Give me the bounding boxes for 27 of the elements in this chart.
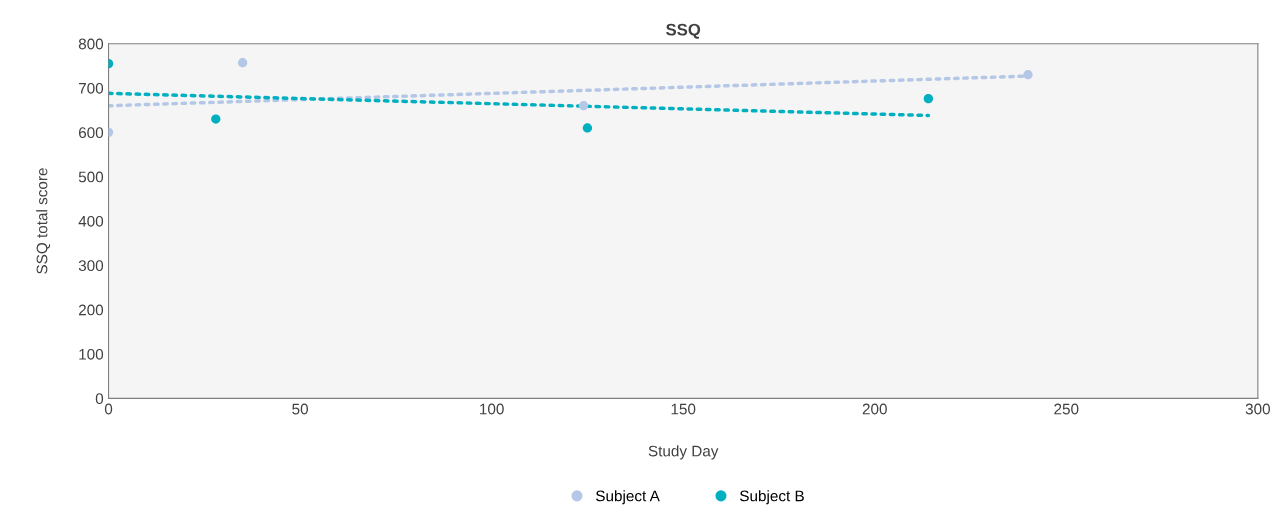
point (211, 114, 221, 124)
y-axis-title: SSQ total score (36, 168, 51, 274)
x-tick-label: 0 (104, 403, 113, 415)
y-tick-label: 200 (78, 304, 104, 316)
point (237, 58, 248, 68)
y-tick-label: 700 (78, 82, 104, 94)
point (582, 123, 593, 133)
x-axis-title: Study Day (648, 445, 719, 460)
chart-title: SSQ (666, 23, 701, 39)
y-tick-label: 100 (79, 348, 104, 360)
y-tick-label: 500 (78, 171, 104, 183)
y-tick-label: 0 (95, 393, 104, 405)
x-tick-label: 250 (1054, 403, 1079, 415)
x-tick-label: 150 (671, 403, 696, 415)
y-tick-label: 300 (78, 260, 104, 272)
x-tick-label: 100 (480, 403, 504, 415)
legend-label: Subject A (596, 490, 660, 505)
legend-label: Subject B (740, 490, 804, 505)
y-tick-label: 400 (78, 215, 104, 227)
y-tick-label: 600 (78, 127, 104, 139)
point (1023, 70, 1033, 80)
point (923, 94, 934, 104)
x-tick-label: 200 (862, 403, 887, 415)
x-tick-label: 300 (1245, 403, 1270, 415)
x-tick-label: 50 (292, 403, 308, 415)
point (578, 101, 589, 111)
y-tick-label: 800 (78, 38, 104, 50)
